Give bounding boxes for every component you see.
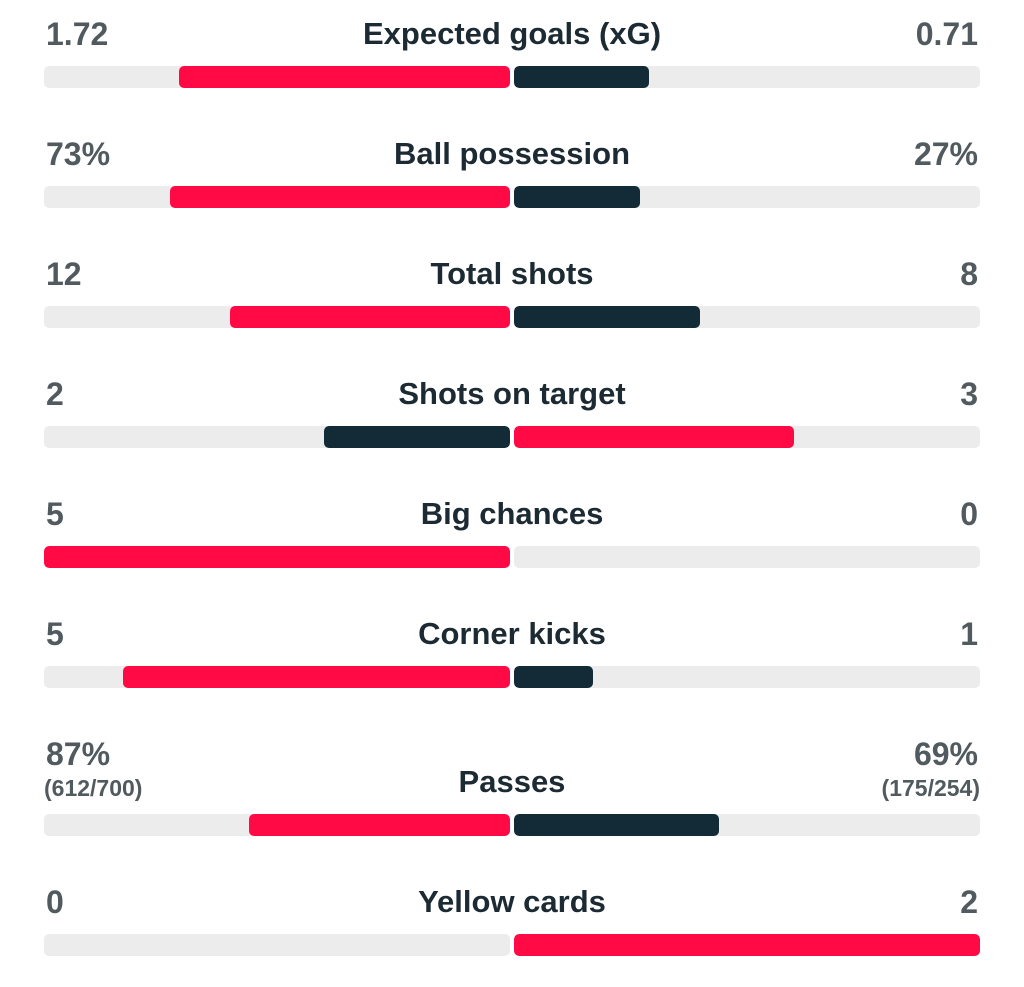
home-bar-track <box>44 546 510 568</box>
away-bar-fill <box>514 426 794 448</box>
stat-row-big-chances: 5 Big chances 0 <box>44 494 980 568</box>
away-bar-fill <box>514 186 640 208</box>
away-value: 27% <box>913 136 978 172</box>
away-bar-track <box>514 666 980 688</box>
home-bar-fill <box>249 814 510 836</box>
stat-row-xg: 1.72 Expected goals (xG) 0.71 <box>44 14 980 88</box>
home-bar-track <box>44 934 510 956</box>
away-bar-fill <box>514 306 700 328</box>
stat-bar <box>44 426 980 448</box>
stat-row-passes: 87% 69% Passes (612/700) (175/254) <box>44 734 980 836</box>
home-bar-fill <box>123 666 510 688</box>
away-bar-track <box>514 934 980 956</box>
home-value: 5 <box>46 616 64 652</box>
home-value: 2 <box>46 376 64 412</box>
home-bar-fill <box>179 66 510 88</box>
away-value: 2 <box>960 884 978 920</box>
away-value: 3 <box>960 376 978 412</box>
stat-title: Corner kicks <box>418 616 606 651</box>
away-value: 1 <box>960 616 978 652</box>
home-value: 73% <box>46 136 111 172</box>
away-bar-fill <box>514 814 719 836</box>
stat-bar <box>44 186 980 208</box>
away-bar-track <box>514 814 980 836</box>
home-value: 1.72 <box>46 16 109 52</box>
stat-bar <box>44 66 980 88</box>
stat-title: Expected goals (xG) <box>362 16 662 51</box>
away-bar-track <box>514 66 980 88</box>
home-bar-track <box>44 814 510 836</box>
stat-title: Yellow cards <box>418 884 606 919</box>
away-value: 69% <box>913 736 978 772</box>
home-bar-track <box>44 306 510 328</box>
stat-row-shots-on-target: 2 Shots on target 3 <box>44 374 980 448</box>
stat-row-corner-kicks: 5 Corner kicks 1 <box>44 614 980 688</box>
away-value: 0.71 <box>915 16 978 52</box>
stat-bar <box>44 306 980 328</box>
away-bar-track <box>514 546 980 568</box>
home-bar-track <box>44 426 510 448</box>
stat-row-total-shots: 12 Total shots 8 <box>44 254 980 328</box>
away-sub-value: (175/254) <box>881 775 980 801</box>
stat-bar <box>44 666 980 688</box>
away-bar-fill <box>514 934 980 956</box>
stat-bar <box>44 934 980 956</box>
away-value: 8 <box>960 256 978 292</box>
home-value: 87% <box>46 736 111 772</box>
stat-title: Total shots <box>430 256 594 291</box>
home-bar-track <box>44 66 510 88</box>
stat-title: Ball possession <box>393 136 631 171</box>
stat-bar <box>44 546 980 568</box>
away-bar-fill <box>514 66 649 88</box>
home-bar-track <box>44 186 510 208</box>
home-value: 0 <box>46 884 64 920</box>
stat-title: Big chances <box>420 496 604 531</box>
stat-row-possession: 73% Ball possession 27% <box>44 134 980 208</box>
stat-title: Passes <box>458 764 566 799</box>
stat-bar <box>44 814 980 836</box>
away-bar-fill <box>514 666 593 688</box>
home-bar-track <box>44 666 510 688</box>
home-bar-fill <box>44 546 510 568</box>
home-bar-fill <box>170 186 510 208</box>
home-value: 5 <box>46 496 64 532</box>
home-sub-value: (612/700) <box>44 775 143 801</box>
away-bar-track <box>514 426 980 448</box>
stat-row-yellow-cards: 0 Yellow cards 2 <box>44 882 980 956</box>
home-value: 12 <box>46 256 82 292</box>
home-bar-fill <box>230 306 510 328</box>
away-bar-track <box>514 186 980 208</box>
away-bar-track <box>514 306 980 328</box>
stat-title: Shots on target <box>398 376 626 411</box>
home-bar-fill <box>324 426 510 448</box>
away-value: 0 <box>960 496 978 532</box>
